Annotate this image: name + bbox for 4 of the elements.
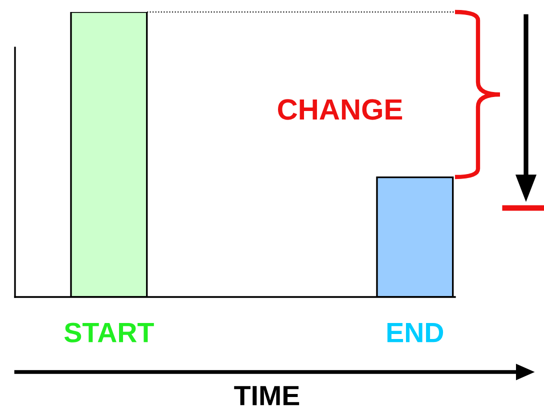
x-tick-label: START	[64, 322, 154, 342]
annotation: CHANGE	[278, 99, 402, 120]
x-axis-title: TIME	[234, 386, 300, 406]
x-tick-label: END	[387, 323, 444, 342]
